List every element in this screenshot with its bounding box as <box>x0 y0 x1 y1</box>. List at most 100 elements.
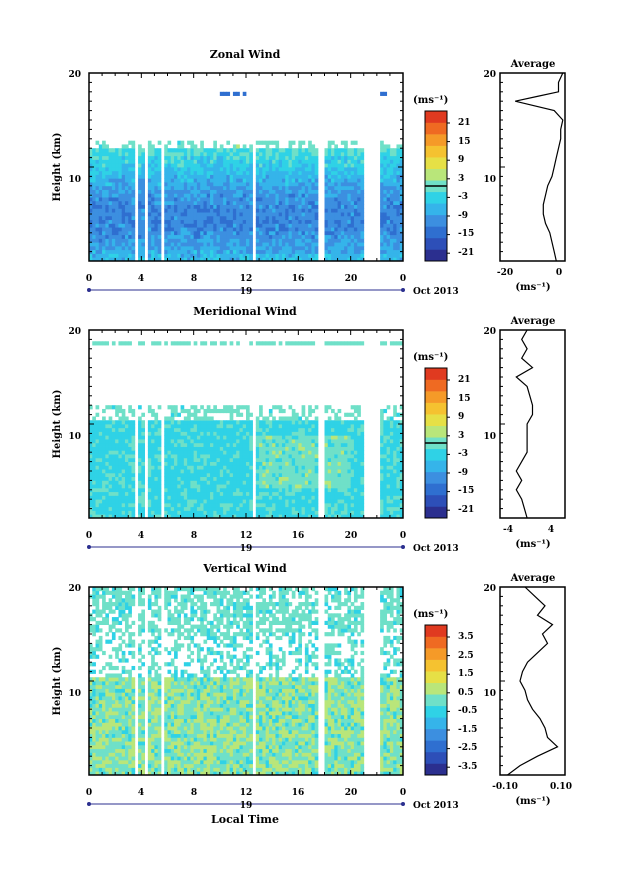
heatmap-cell <box>265 204 270 209</box>
heatmap-cell <box>167 234 172 239</box>
heatmap-cell <box>334 170 338 175</box>
heatmap-cell <box>232 484 237 489</box>
heatmap-cell <box>275 178 280 183</box>
heatmap-cell <box>141 465 145 470</box>
heatmap-cell <box>108 424 113 429</box>
heatmap-cell <box>340 223 345 228</box>
heatmap-cell <box>393 238 397 243</box>
heatmap-cell <box>268 476 273 481</box>
heatmap-cell <box>242 476 247 481</box>
heatmap-cell <box>118 257 123 262</box>
heatmap-cell <box>147 457 152 462</box>
heatmap-cell <box>147 461 152 466</box>
heatmap-cell <box>285 420 289 425</box>
heatmap-cell <box>177 502 181 508</box>
heatmap-cell <box>314 245 319 251</box>
heatmap-cell <box>246 215 250 221</box>
heatmap-cell <box>170 495 175 500</box>
heatmap-cell <box>124 420 129 425</box>
heatmap-cell <box>350 159 355 164</box>
heatmap-cell <box>337 230 342 236</box>
heatmap-cell <box>278 495 283 500</box>
heatmap-cell <box>89 197 93 202</box>
heatmap-cell <box>111 506 116 511</box>
colorbar-tick-label: -21 <box>458 248 474 258</box>
heatmap-cell <box>196 148 201 153</box>
heatmap-cell <box>301 167 306 172</box>
heatmap-cell <box>380 140 384 145</box>
heatmap-cell <box>301 140 306 145</box>
heatmap-cell <box>281 182 286 187</box>
heatmap-cell <box>128 151 132 157</box>
heatmap-cell <box>389 219 394 224</box>
heatmap-cell <box>210 151 214 157</box>
heatmap-cell <box>111 167 116 172</box>
heatmap-cell <box>232 144 237 149</box>
heatmap-cell <box>164 167 168 172</box>
heatmap-cell <box>239 245 244 251</box>
heatmap-cell <box>265 341 270 346</box>
heatmap-cell <box>177 472 181 478</box>
heatmap-cell <box>324 502 329 508</box>
heatmap-cell <box>304 230 309 236</box>
heatmap-cell <box>383 200 388 205</box>
heatmap-cell <box>193 446 198 451</box>
heatmap-cell <box>327 148 332 153</box>
heatmap-cell <box>259 230 263 236</box>
heatmap-cell <box>278 461 283 466</box>
heatmap-cell <box>295 442 299 447</box>
heatmap-cell <box>353 405 358 410</box>
heatmap-cell <box>118 514 123 519</box>
heatmap-cell <box>314 495 319 500</box>
heatmap-cell <box>327 491 332 496</box>
heatmap-cell <box>268 155 273 160</box>
heatmap-cell <box>177 450 181 455</box>
heatmap-cell <box>259 405 263 410</box>
colorbar-tick-label: 21 <box>458 118 471 128</box>
heatmap-cell <box>327 227 332 232</box>
heatmap-cell <box>196 454 201 459</box>
heatmap-cell <box>108 476 113 481</box>
heatmap-cell <box>340 257 345 262</box>
heatmap-cell <box>118 178 123 183</box>
heatmap-cell <box>311 151 316 157</box>
heatmap-cell <box>301 506 306 511</box>
heatmap-cell <box>219 514 224 519</box>
heatmap-cell <box>102 431 106 436</box>
heatmap-cell <box>115 245 119 251</box>
heatmap-cell <box>246 212 250 217</box>
heatmap-cell <box>187 151 191 157</box>
heatmap-cell <box>216 484 221 489</box>
heatmap-cell <box>380 234 384 239</box>
heatmap-cell <box>278 159 283 164</box>
heatmap-cell <box>174 155 178 160</box>
heatmap-cell <box>311 208 316 213</box>
heatmap-cell <box>98 454 103 459</box>
heatmap-cell <box>223 457 227 462</box>
heatmap-cell <box>353 151 358 157</box>
heatmap-cell <box>314 223 319 228</box>
heatmap-cell <box>311 167 316 172</box>
heatmap-cell <box>92 341 96 346</box>
heatmap-cell <box>128 487 132 493</box>
heatmap-cell <box>255 249 260 254</box>
heatmap-cell <box>98 499 103 504</box>
heatmap-cell <box>308 465 312 470</box>
heatmap-cell <box>337 491 342 496</box>
heatmap-cell <box>301 420 306 425</box>
heatmap-cell <box>337 155 342 160</box>
heatmap-cell <box>170 480 175 485</box>
heatmap-cell <box>95 495 100 500</box>
heatmap-cell <box>167 487 172 493</box>
heatmap-cell <box>272 487 276 493</box>
heatmap-cell <box>89 151 93 157</box>
heatmap-cell <box>347 238 352 243</box>
heatmap-cell <box>213 514 217 519</box>
heatmap-cell <box>304 461 309 466</box>
heatmap-cell <box>301 204 306 209</box>
heatmap-cell <box>200 159 204 164</box>
heatmap-cell <box>141 435 145 440</box>
heatmap-cell <box>344 491 348 496</box>
heatmap-cell <box>353 457 358 462</box>
heatmap-cell <box>232 193 237 198</box>
